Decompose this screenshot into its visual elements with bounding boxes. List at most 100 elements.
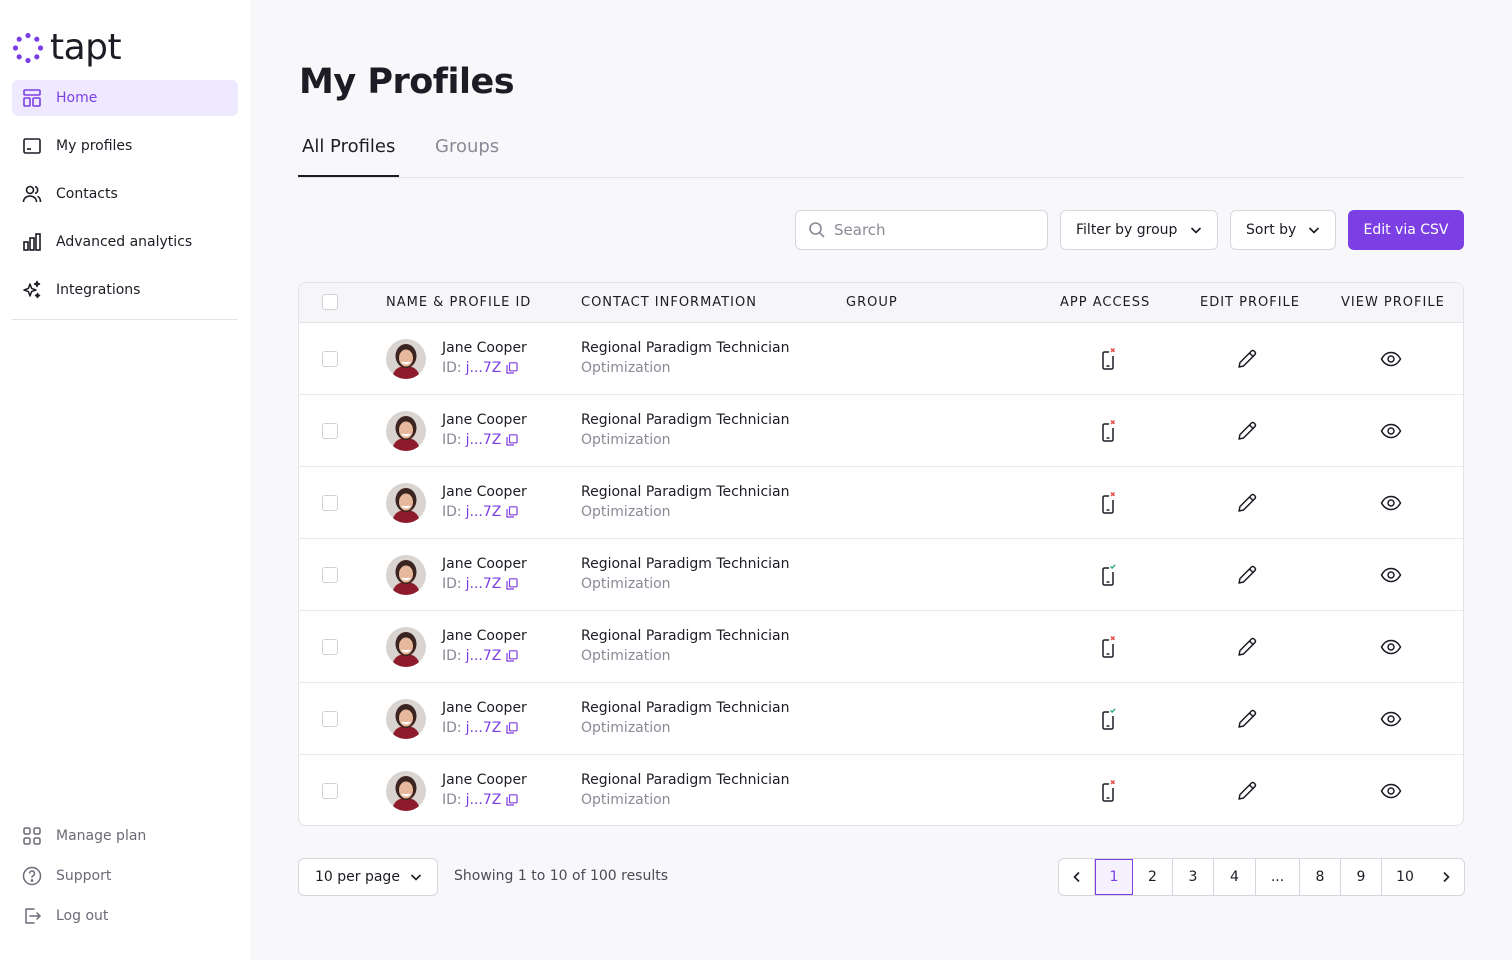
sidebar-item-label: Support bbox=[56, 868, 112, 884]
avatar bbox=[386, 555, 426, 595]
profile-name: Jane Cooper bbox=[442, 772, 527, 788]
logout-icon bbox=[22, 906, 42, 926]
row-checkbox[interactable] bbox=[322, 567, 338, 583]
search-icon bbox=[809, 222, 825, 238]
profiles-table: NAME & PROFILE ID CONTACT INFORMATION GR… bbox=[298, 282, 1464, 826]
contact-title: Regional Paradigm Technician bbox=[581, 628, 790, 644]
sidebar-item-label: Home bbox=[56, 90, 98, 106]
home-layout-icon bbox=[22, 88, 42, 108]
view-profile-icon[interactable] bbox=[1379, 779, 1403, 803]
profile-id-value[interactable]: j...7Z bbox=[465, 504, 502, 520]
sidebar-item-support[interactable]: Support bbox=[12, 858, 238, 894]
profile-id: ID: j...7Z bbox=[442, 648, 518, 664]
profile-id-value[interactable]: j...7Z bbox=[465, 720, 502, 736]
sidebar-item-home[interactable]: Home bbox=[12, 80, 238, 116]
profile-id-value[interactable]: j...7Z bbox=[465, 648, 502, 664]
sidebar-item-my-profiles[interactable]: My profiles bbox=[12, 128, 238, 164]
copy-icon[interactable] bbox=[506, 362, 518, 374]
search-box bbox=[795, 210, 1048, 250]
row-checkbox[interactable] bbox=[322, 639, 338, 655]
profile-id-value[interactable]: j...7Z bbox=[465, 432, 502, 448]
header-group[interactable]: GROUP bbox=[846, 295, 898, 310]
per-page-dropdown[interactable]: 10 per page bbox=[298, 858, 438, 896]
sidebar: tapt Home My profiles Contacts Advanced … bbox=[0, 0, 250, 960]
row-checkbox[interactable] bbox=[322, 351, 338, 367]
search-input[interactable] bbox=[834, 221, 1024, 239]
per-page-label: 10 per page bbox=[315, 869, 400, 885]
page-button[interactable]: 1 bbox=[1095, 859, 1133, 895]
row-checkbox[interactable] bbox=[322, 495, 338, 511]
copy-icon[interactable] bbox=[506, 578, 518, 590]
tab-groups[interactable]: Groups bbox=[435, 136, 500, 157]
edit-profile-icon[interactable] bbox=[1235, 491, 1259, 515]
edit-via-csv-button[interactable]: Edit via CSV bbox=[1348, 210, 1464, 250]
sidebar-item-label: Integrations bbox=[56, 282, 141, 298]
page-button[interactable]: 3 bbox=[1173, 859, 1214, 895]
brand-name: tapt bbox=[50, 27, 122, 68]
profile-id: ID: j...7Z bbox=[442, 360, 518, 376]
table-row: Jane Cooper ID: j...7Z Regional Paradigm… bbox=[299, 755, 1463, 825]
view-profile-icon[interactable] bbox=[1379, 419, 1403, 443]
sidebar-item-contacts[interactable]: Contacts bbox=[12, 176, 238, 212]
profile-id-prefix: ID: bbox=[442, 720, 462, 736]
row-checkbox[interactable] bbox=[322, 783, 338, 799]
edit-profile-icon[interactable] bbox=[1235, 347, 1259, 371]
profile-id-value[interactable]: j...7Z bbox=[465, 792, 502, 808]
page-button[interactable]: 8 bbox=[1300, 859, 1341, 895]
app-access-denied-icon bbox=[1096, 347, 1120, 371]
copy-icon[interactable] bbox=[506, 650, 518, 662]
header-name[interactable]: NAME & PROFILE ID bbox=[386, 295, 532, 310]
edit-profile-icon[interactable] bbox=[1235, 635, 1259, 659]
filter-by-group-dropdown[interactable]: Filter by group bbox=[1060, 210, 1218, 250]
view-profile-icon[interactable] bbox=[1379, 563, 1403, 587]
copy-icon[interactable] bbox=[506, 434, 518, 446]
help-circle-icon bbox=[22, 866, 42, 886]
contact-department: Optimization bbox=[581, 360, 671, 376]
view-profile-icon[interactable] bbox=[1379, 347, 1403, 371]
table-row: Jane Cooper ID: j...7Z Regional Paradigm… bbox=[299, 323, 1463, 395]
contact-department: Optimization bbox=[581, 648, 671, 664]
chevron-down-icon bbox=[1308, 227, 1320, 234]
next-page-button[interactable] bbox=[1428, 859, 1464, 895]
header-edit-profile[interactable]: EDIT PROFILE bbox=[1200, 295, 1301, 310]
edit-profile-icon[interactable] bbox=[1235, 707, 1259, 731]
copy-icon[interactable] bbox=[506, 794, 518, 806]
sort-label: Sort by bbox=[1246, 222, 1297, 238]
sidebar-item-manage-plan[interactable]: Manage plan bbox=[12, 818, 238, 854]
profile-id-value[interactable]: j...7Z bbox=[465, 360, 502, 376]
sidebar-item-integrations[interactable]: Integrations bbox=[12, 272, 238, 308]
sidebar-item-label: Advanced analytics bbox=[56, 234, 193, 250]
copy-icon[interactable] bbox=[506, 722, 518, 734]
sidebar-item-log-out[interactable]: Log out bbox=[12, 898, 238, 934]
profile-id-prefix: ID: bbox=[442, 648, 462, 664]
filter-label: Filter by group bbox=[1076, 222, 1178, 238]
header-app-access[interactable]: APP ACCESS bbox=[1060, 295, 1151, 310]
row-checkbox[interactable] bbox=[322, 711, 338, 727]
profile-id: ID: j...7Z bbox=[442, 720, 518, 736]
select-all-checkbox[interactable] bbox=[322, 294, 338, 310]
edit-profile-icon[interactable] bbox=[1235, 419, 1259, 443]
table-row: Jane Cooper ID: j...7Z Regional Paradigm… bbox=[299, 611, 1463, 683]
copy-icon[interactable] bbox=[506, 506, 518, 518]
view-profile-icon[interactable] bbox=[1379, 491, 1403, 515]
view-profile-icon[interactable] bbox=[1379, 707, 1403, 731]
view-profile-icon[interactable] bbox=[1379, 635, 1403, 659]
page-button[interactable]: 4 bbox=[1214, 859, 1256, 895]
row-checkbox[interactable] bbox=[322, 423, 338, 439]
edit-profile-icon[interactable] bbox=[1235, 563, 1259, 587]
page-button[interactable]: 10 bbox=[1396, 869, 1414, 885]
header-contact[interactable]: CONTACT INFORMATION bbox=[581, 295, 757, 310]
sort-by-dropdown[interactable]: Sort by bbox=[1230, 210, 1336, 250]
brand-logo[interactable]: tapt bbox=[12, 27, 122, 68]
app-access-granted-icon bbox=[1096, 707, 1120, 731]
header-view-profile[interactable]: VIEW PROFILE bbox=[1341, 295, 1445, 310]
sidebar-item-advanced-analytics[interactable]: Advanced analytics bbox=[12, 224, 238, 260]
contact-department: Optimization bbox=[581, 792, 671, 808]
page-button[interactable]: 9 bbox=[1341, 859, 1382, 895]
prev-page-button[interactable] bbox=[1059, 859, 1095, 895]
profile-id-value[interactable]: j...7Z bbox=[465, 576, 502, 592]
edit-profile-icon[interactable] bbox=[1235, 779, 1259, 803]
contact-title: Regional Paradigm Technician bbox=[581, 412, 790, 428]
tab-all-profiles[interactable]: All Profiles bbox=[302, 136, 396, 157]
page-button[interactable]: 2 bbox=[1133, 859, 1173, 895]
